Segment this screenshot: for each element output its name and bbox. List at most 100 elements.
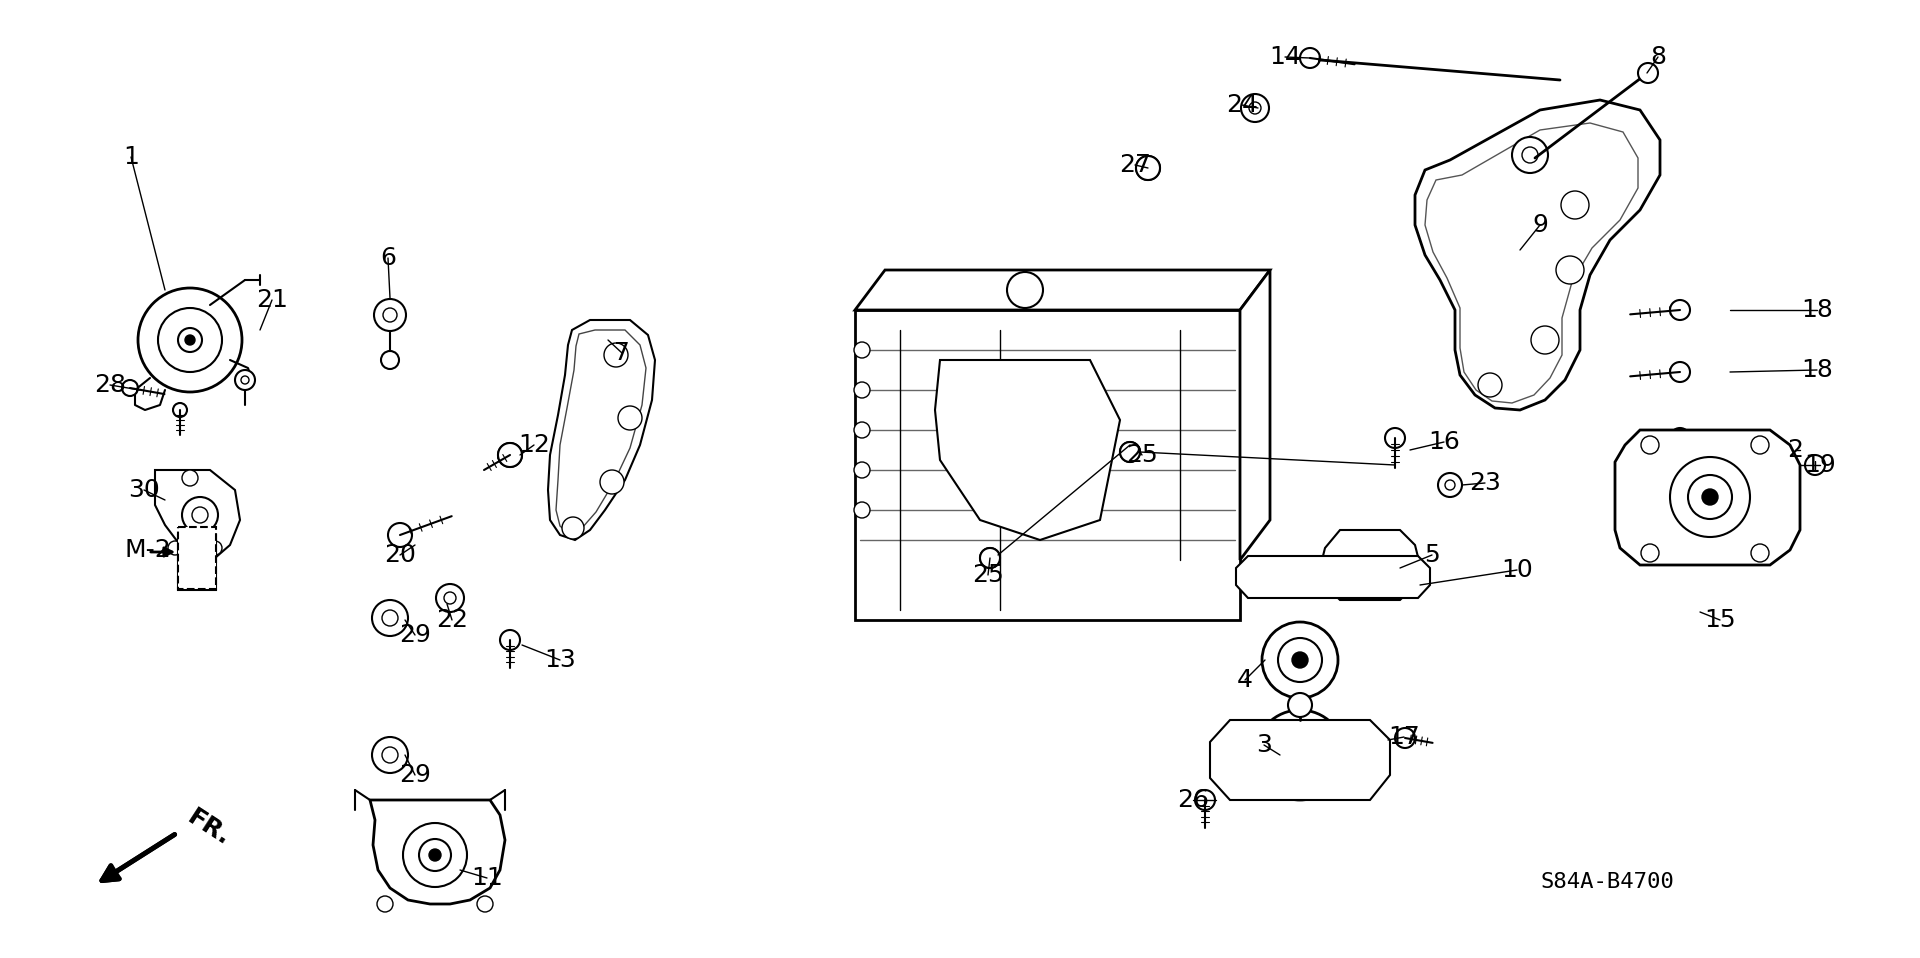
Polygon shape bbox=[371, 800, 505, 904]
Text: 20: 20 bbox=[384, 543, 417, 567]
Circle shape bbox=[1396, 728, 1415, 748]
Circle shape bbox=[1555, 256, 1584, 284]
Circle shape bbox=[1670, 300, 1690, 320]
Circle shape bbox=[1805, 455, 1826, 475]
Text: 2: 2 bbox=[1788, 438, 1803, 462]
Circle shape bbox=[497, 443, 522, 467]
Circle shape bbox=[1250, 102, 1261, 114]
Circle shape bbox=[436, 584, 465, 612]
Text: 29: 29 bbox=[399, 763, 430, 787]
Circle shape bbox=[173, 403, 186, 417]
Circle shape bbox=[1642, 544, 1659, 562]
Circle shape bbox=[599, 470, 624, 494]
Circle shape bbox=[184, 335, 196, 345]
Polygon shape bbox=[547, 320, 655, 540]
Circle shape bbox=[1751, 436, 1768, 454]
Polygon shape bbox=[1415, 100, 1661, 410]
Circle shape bbox=[998, 428, 1102, 532]
Polygon shape bbox=[854, 270, 1269, 310]
Circle shape bbox=[979, 548, 1000, 568]
Text: 29: 29 bbox=[399, 623, 430, 647]
Circle shape bbox=[979, 548, 1000, 568]
Text: 13: 13 bbox=[543, 648, 576, 672]
Circle shape bbox=[1006, 272, 1043, 308]
Text: 27: 27 bbox=[1119, 153, 1150, 177]
Text: 3: 3 bbox=[1256, 733, 1271, 757]
Circle shape bbox=[1688, 475, 1732, 519]
Circle shape bbox=[1194, 790, 1215, 810]
Text: 21: 21 bbox=[255, 288, 288, 312]
Circle shape bbox=[563, 517, 584, 539]
Text: 30: 30 bbox=[129, 478, 159, 502]
Polygon shape bbox=[935, 360, 1119, 540]
Circle shape bbox=[380, 351, 399, 369]
Circle shape bbox=[1279, 638, 1323, 682]
Circle shape bbox=[374, 299, 405, 331]
Circle shape bbox=[854, 422, 870, 438]
Bar bbox=[179, 527, 215, 589]
Text: 6: 6 bbox=[380, 246, 396, 270]
Circle shape bbox=[497, 443, 522, 467]
Circle shape bbox=[1275, 730, 1325, 780]
Circle shape bbox=[444, 592, 457, 604]
Circle shape bbox=[242, 376, 250, 384]
Circle shape bbox=[1561, 191, 1590, 219]
Circle shape bbox=[1530, 326, 1559, 354]
Text: 7: 7 bbox=[614, 341, 630, 365]
Text: 17: 17 bbox=[1388, 725, 1421, 749]
Text: 23: 23 bbox=[1469, 471, 1501, 495]
Circle shape bbox=[388, 523, 413, 547]
Circle shape bbox=[1021, 452, 1077, 508]
Circle shape bbox=[476, 896, 493, 912]
Circle shape bbox=[1751, 544, 1768, 562]
Circle shape bbox=[403, 823, 467, 887]
Text: 10: 10 bbox=[1501, 558, 1532, 582]
Bar bbox=[179, 535, 215, 590]
Circle shape bbox=[854, 502, 870, 518]
Text: 16: 16 bbox=[1428, 430, 1459, 454]
Text: 5: 5 bbox=[1425, 543, 1440, 567]
Circle shape bbox=[1701, 489, 1718, 505]
Text: 28: 28 bbox=[94, 373, 127, 397]
Circle shape bbox=[182, 470, 198, 486]
Text: 22: 22 bbox=[436, 608, 468, 632]
Circle shape bbox=[1642, 436, 1659, 454]
Text: 19: 19 bbox=[1805, 453, 1836, 477]
Circle shape bbox=[499, 630, 520, 650]
Circle shape bbox=[854, 462, 870, 478]
Circle shape bbox=[1523, 147, 1538, 163]
Circle shape bbox=[179, 328, 202, 352]
Text: 12: 12 bbox=[518, 433, 549, 457]
Bar bbox=[854, 310, 1240, 620]
Circle shape bbox=[1438, 473, 1461, 497]
Circle shape bbox=[382, 747, 397, 763]
Text: 14: 14 bbox=[1269, 45, 1302, 69]
Text: 24: 24 bbox=[1227, 93, 1258, 117]
Circle shape bbox=[207, 541, 223, 555]
Circle shape bbox=[419, 839, 451, 871]
Circle shape bbox=[1119, 442, 1140, 462]
Text: 11: 11 bbox=[470, 866, 503, 890]
Circle shape bbox=[1256, 710, 1346, 800]
Text: 25: 25 bbox=[972, 563, 1004, 587]
Circle shape bbox=[1288, 693, 1311, 717]
Circle shape bbox=[854, 382, 870, 398]
Circle shape bbox=[1137, 156, 1160, 180]
Polygon shape bbox=[1210, 720, 1390, 800]
Circle shape bbox=[854, 342, 870, 358]
Circle shape bbox=[1261, 622, 1338, 698]
Circle shape bbox=[192, 507, 207, 523]
Circle shape bbox=[505, 450, 515, 460]
Circle shape bbox=[382, 308, 397, 322]
Circle shape bbox=[1292, 652, 1308, 668]
Text: 4: 4 bbox=[1236, 668, 1254, 692]
Circle shape bbox=[1513, 137, 1548, 173]
Circle shape bbox=[1638, 63, 1659, 83]
Text: FR.: FR. bbox=[182, 806, 234, 851]
Text: 9: 9 bbox=[1532, 213, 1548, 237]
Circle shape bbox=[1384, 428, 1405, 448]
Circle shape bbox=[1446, 480, 1455, 490]
Circle shape bbox=[1290, 745, 1309, 765]
Circle shape bbox=[1240, 94, 1269, 122]
Text: 18: 18 bbox=[1801, 358, 1834, 382]
